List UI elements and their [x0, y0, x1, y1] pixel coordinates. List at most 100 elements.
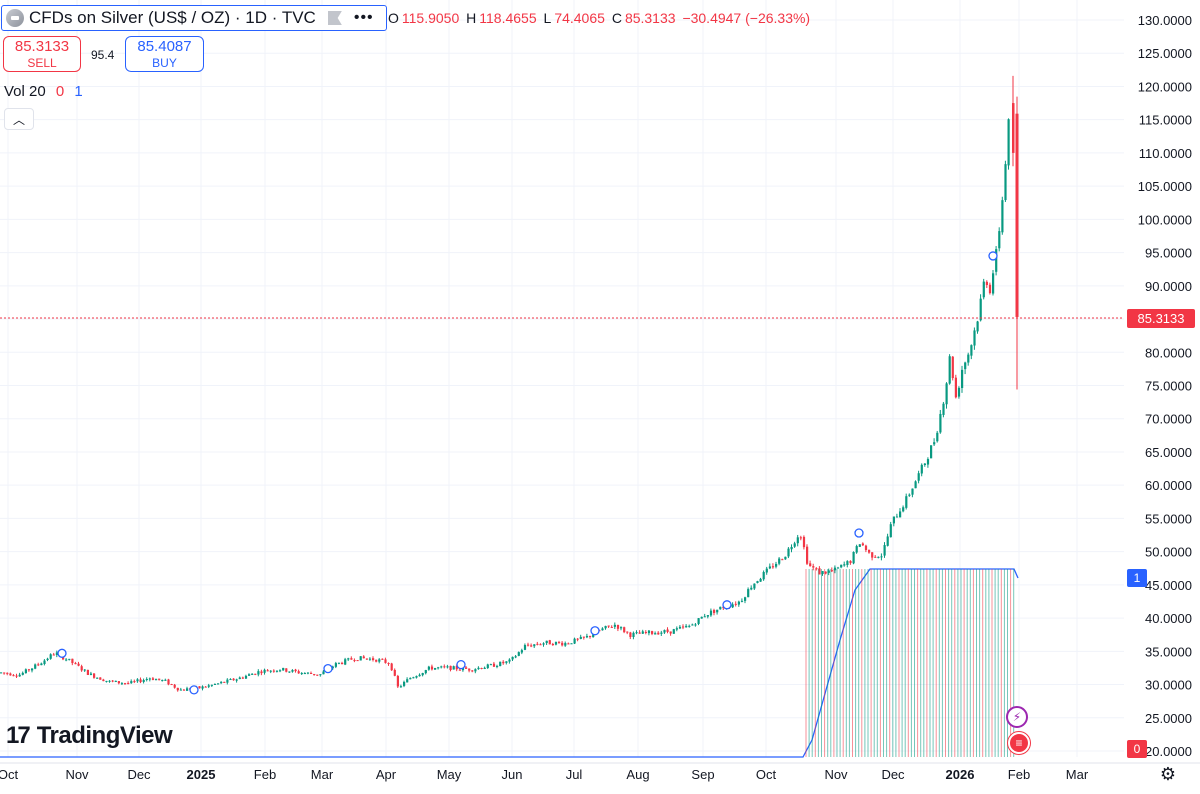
candle-body	[672, 629, 675, 634]
candle-body	[31, 668, 34, 671]
flag-icon[interactable]	[327, 11, 342, 25]
candle-body	[1007, 119, 1010, 166]
candle-body	[527, 644, 530, 646]
candle-body	[734, 603, 737, 605]
price-tick-label: 125.0000	[1138, 46, 1192, 61]
candle-body	[424, 670, 427, 674]
candle-body	[43, 660, 46, 665]
candle-body	[629, 632, 632, 637]
candle-body	[381, 658, 384, 660]
dividend-marker	[456, 659, 466, 670]
candle-body	[657, 632, 660, 635]
candle-body	[852, 551, 855, 564]
price-tick-label: 40.0000	[1145, 611, 1192, 626]
candle-body	[263, 669, 266, 673]
price-tick-label: 100.0000	[1138, 212, 1192, 227]
candle-body	[827, 570, 830, 573]
candle-body	[942, 403, 945, 415]
candle-body	[961, 369, 964, 388]
candle-body	[768, 566, 771, 569]
candle-body	[548, 640, 551, 645]
time-tick-label: May	[437, 767, 462, 782]
candle-body	[691, 624, 694, 626]
candle-body	[201, 686, 204, 689]
candle-body	[291, 670, 294, 672]
candle-body	[508, 659, 511, 662]
price-tick-label: 120.0000	[1138, 79, 1192, 94]
tradingview-mark-icon: 17	[6, 722, 31, 749]
candle-body	[254, 673, 257, 675]
candle-body	[688, 625, 691, 627]
candle-body	[920, 464, 923, 474]
candle-body	[582, 636, 585, 638]
candle-body	[874, 556, 877, 558]
us-flag-icon[interactable]: ≡	[1008, 732, 1030, 754]
candle-body	[458, 669, 461, 671]
candle-body	[226, 679, 229, 683]
candle-body	[241, 677, 244, 679]
ohlc-open-label: O	[388, 10, 399, 26]
candle-body	[957, 387, 961, 397]
sell-button[interactable]: 85.3133 SELL	[3, 36, 81, 72]
lightning-icon[interactable]: ⚡	[1006, 706, 1028, 728]
candle-body	[793, 543, 796, 547]
time-tick-label: Nov	[65, 767, 89, 782]
candle-body	[514, 656, 517, 658]
dividend-marker	[189, 685, 199, 695]
symbol-selector[interactable]: CFDs on Silver (US$ / OZ) · 1D · TVC •••	[1, 5, 387, 31]
buy-button[interactable]: 85.4087 BUY	[125, 36, 204, 72]
candle-body	[303, 673, 306, 675]
candle-body	[331, 666, 334, 669]
candle-body	[229, 679, 232, 681]
candle-body	[449, 665, 452, 671]
candle-body	[294, 669, 297, 672]
candle-body	[533, 644, 536, 647]
candle-body	[440, 666, 443, 668]
candle-body	[740, 600, 744, 602]
candle-body	[833, 567, 837, 571]
candle-body	[790, 546, 793, 550]
buy-price: 85.4087	[137, 37, 192, 55]
time-tick-label: Mar	[311, 767, 334, 782]
candle-body	[480, 668, 483, 670]
candle-body	[868, 549, 871, 553]
candle-body	[409, 678, 412, 680]
candle-body	[12, 675, 15, 677]
candle-body	[158, 678, 161, 680]
candle-body	[709, 610, 713, 616]
candle-body	[815, 568, 818, 570]
candle-body	[412, 677, 415, 679]
chevron-up-icon: ︿	[12, 112, 25, 127]
candle-body	[756, 581, 759, 583]
gear-icon[interactable]: ⚙	[1159, 763, 1177, 784]
candle-body	[895, 516, 899, 518]
candle-body	[46, 658, 49, 661]
candle-body	[666, 629, 669, 632]
candle-body	[948, 356, 951, 384]
collapse-legend-button[interactable]: ︿	[4, 108, 34, 130]
candle-body	[71, 658, 74, 664]
candle-body	[660, 632, 663, 634]
candle-body	[182, 689, 186, 691]
candle-body	[452, 666, 455, 670]
candle-body	[322, 671, 325, 675]
candle-body	[111, 680, 114, 682]
price-tick-label: 65.0000	[1145, 445, 1192, 460]
candle-body	[74, 663, 77, 665]
ohlc-low-label: L	[543, 10, 552, 26]
candle-body	[558, 642, 561, 644]
price-tick-label: 105.0000	[1138, 179, 1192, 194]
candle-body	[812, 566, 815, 568]
candle-body	[40, 663, 43, 666]
candle-body	[830, 570, 833, 572]
ellipsis-icon[interactable]: •••	[353, 9, 374, 26]
candle-body	[96, 677, 99, 679]
candle-body	[68, 658, 71, 660]
candle-body	[310, 672, 313, 674]
candle-body	[564, 643, 567, 646]
ohlc-change: −30.4947 (−26.33%)	[682, 10, 811, 26]
candle-body	[117, 681, 120, 684]
volume-legend[interactable]: Vol 20 0 1	[4, 83, 83, 100]
candle-body	[570, 643, 573, 645]
